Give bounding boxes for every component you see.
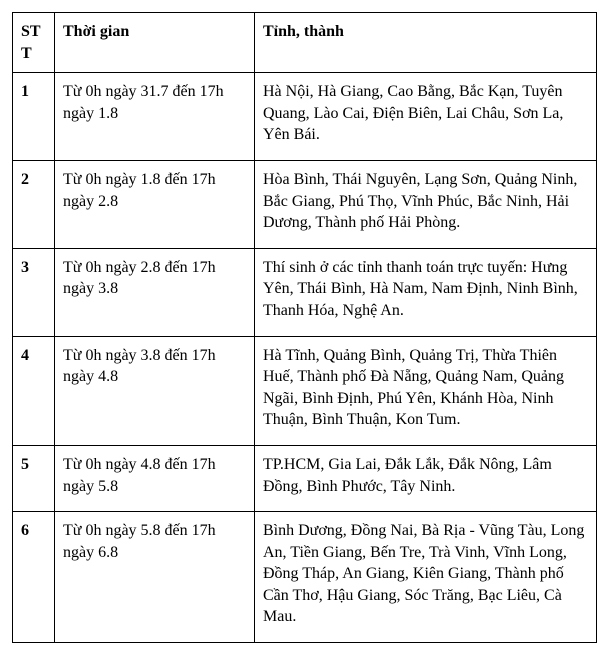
table-row: 3 Từ 0h ngày 2.8 đến 17h ngày 3.8 Thí si… (13, 248, 597, 336)
cell-time: Từ 0h ngày 5.8 đến 17h ngày 6.8 (55, 512, 255, 643)
cell-stt: 4 (13, 336, 55, 445)
table-header-row: STT Thời gian Tỉnh, thành (13, 13, 597, 73)
cell-time: Từ 0h ngày 2.8 đến 17h ngày 3.8 (55, 248, 255, 336)
cell-provinces: TP.HCM, Gia Lai, Đắk Lắk, Đắk Nông, Lâm … (255, 445, 597, 511)
cell-stt: 1 (13, 73, 55, 161)
cell-stt: 6 (13, 512, 55, 643)
table-row: 5 Từ 0h ngày 4.8 đến 17h ngày 5.8 TP.HCM… (13, 445, 597, 511)
table-body: 1 Từ 0h ngày 31.7 đến 17h ngày 1.8 Hà Nộ… (13, 73, 597, 643)
table-row: 1 Từ 0h ngày 31.7 đến 17h ngày 1.8 Hà Nộ… (13, 73, 597, 161)
cell-time: Từ 0h ngày 4.8 đến 17h ngày 5.8 (55, 445, 255, 511)
cell-stt: 2 (13, 160, 55, 248)
cell-provinces: Thí sinh ở các tỉnh thanh toán trực tuyế… (255, 248, 597, 336)
cell-stt: 5 (13, 445, 55, 511)
table-row: 4 Từ 0h ngày 3.8 đến 17h ngày 4.8 Hà Tĩn… (13, 336, 597, 445)
col-header-time: Thời gian (55, 13, 255, 73)
cell-provinces: Hòa Bình, Thái Nguyên, Lạng Sơn, Quảng N… (255, 160, 597, 248)
cell-time: Từ 0h ngày 3.8 đến 17h ngày 4.8 (55, 336, 255, 445)
table-row: 2 Từ 0h ngày 1.8 đến 17h ngày 2.8 Hòa Bì… (13, 160, 597, 248)
cell-provinces: Hà Nội, Hà Giang, Cao Bằng, Bắc Kạn, Tuy… (255, 73, 597, 161)
col-header-provinces: Tỉnh, thành (255, 13, 597, 73)
col-header-stt: STT (13, 13, 55, 73)
cell-provinces: Hà Tĩnh, Quảng Bình, Quảng Trị, Thừa Thi… (255, 336, 597, 445)
cell-provinces: Bình Dương, Đồng Nai, Bà Rịa - Vũng Tàu,… (255, 512, 597, 643)
table-row: 6 Từ 0h ngày 5.8 đến 17h ngày 6.8 Bình D… (13, 512, 597, 643)
cell-time: Từ 0h ngày 31.7 đến 17h ngày 1.8 (55, 73, 255, 161)
cell-stt: 3 (13, 248, 55, 336)
cell-time: Từ 0h ngày 1.8 đến 17h ngày 2.8 (55, 160, 255, 248)
schedule-table: STT Thời gian Tỉnh, thành 1 Từ 0h ngày 3… (12, 12, 597, 643)
